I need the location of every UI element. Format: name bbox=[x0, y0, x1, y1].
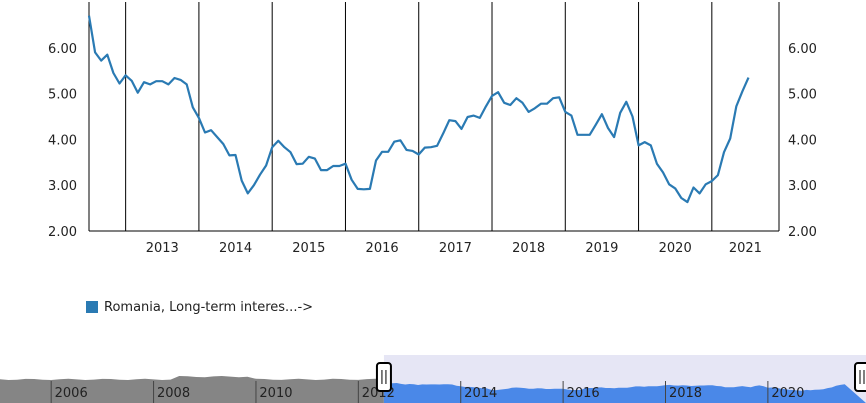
navigator[interactable]: 2006 2008 2010 2012 2014 2016 2018 2020 bbox=[0, 355, 866, 403]
x-tick-label: 2020 bbox=[659, 241, 692, 256]
x-tick-label: 2016 bbox=[366, 241, 399, 256]
handle-grip bbox=[375, 362, 392, 392]
navigator-year-label: 2010 bbox=[259, 386, 292, 401]
y-tick-label-right: 6.00 bbox=[788, 42, 817, 57]
x-tick-label: 2015 bbox=[292, 241, 325, 256]
navigator-year-label: 2008 bbox=[157, 386, 190, 401]
series-layer bbox=[87, 15, 750, 204]
y-tick-label-left: 4.00 bbox=[48, 133, 77, 148]
x-tick-label: 2017 bbox=[439, 241, 472, 256]
navigator-year-label: 2014 bbox=[464, 386, 497, 401]
navigator-year-label: 2006 bbox=[55, 386, 88, 401]
x-tick-label: 2021 bbox=[729, 241, 762, 256]
legend-swatch bbox=[86, 301, 98, 313]
x-tick-label: 2013 bbox=[146, 241, 179, 256]
navigator-year-label: 2016 bbox=[567, 386, 600, 401]
x-tick-label: 2018 bbox=[512, 241, 545, 256]
y-tick-label-right: 3.00 bbox=[788, 179, 817, 194]
x-tick-label: 2019 bbox=[585, 241, 618, 256]
navigator-year-label: 2018 bbox=[669, 386, 702, 401]
legend-label: Romania, Long-term interes...-> bbox=[104, 299, 314, 315]
y-tick-label-right: 2.00 bbox=[788, 225, 817, 240]
y-tick-label-left: 2.00 bbox=[48, 225, 77, 240]
right-y-axis: 2.00 3.00 4.00 5.00 6.00 bbox=[778, 2, 817, 240]
navigator-history-area bbox=[0, 376, 384, 403]
navigator-year-label: 2020 bbox=[771, 386, 804, 401]
x-axis: 2013 2014 2015 2016 2017 2018 2019 2020 2021 bbox=[89, 230, 779, 256]
legend-item-romania[interactable]: Romania, Long-term interes...-> bbox=[86, 298, 313, 316]
navigator-right-handle[interactable] bbox=[854, 362, 866, 392]
y-tick-label-left: 6.00 bbox=[48, 42, 77, 57]
handle-grip bbox=[854, 362, 866, 392]
navigator-selected-area bbox=[383, 380, 866, 403]
y-tick-label-left: 3.00 bbox=[48, 179, 77, 194]
navigator-left-handle[interactable] bbox=[375, 362, 392, 392]
left-y-axis: 2.00 3.00 4.00 5.00 6.00 bbox=[48, 2, 90, 240]
y-tick-label-right: 4.00 bbox=[788, 133, 817, 148]
y-tick-label-left: 5.00 bbox=[48, 88, 77, 103]
series-line bbox=[87, 15, 750, 204]
plot-area bbox=[125, 2, 713, 231]
x-tick-label: 2014 bbox=[219, 241, 252, 256]
y-tick-label-right: 5.00 bbox=[788, 88, 817, 103]
